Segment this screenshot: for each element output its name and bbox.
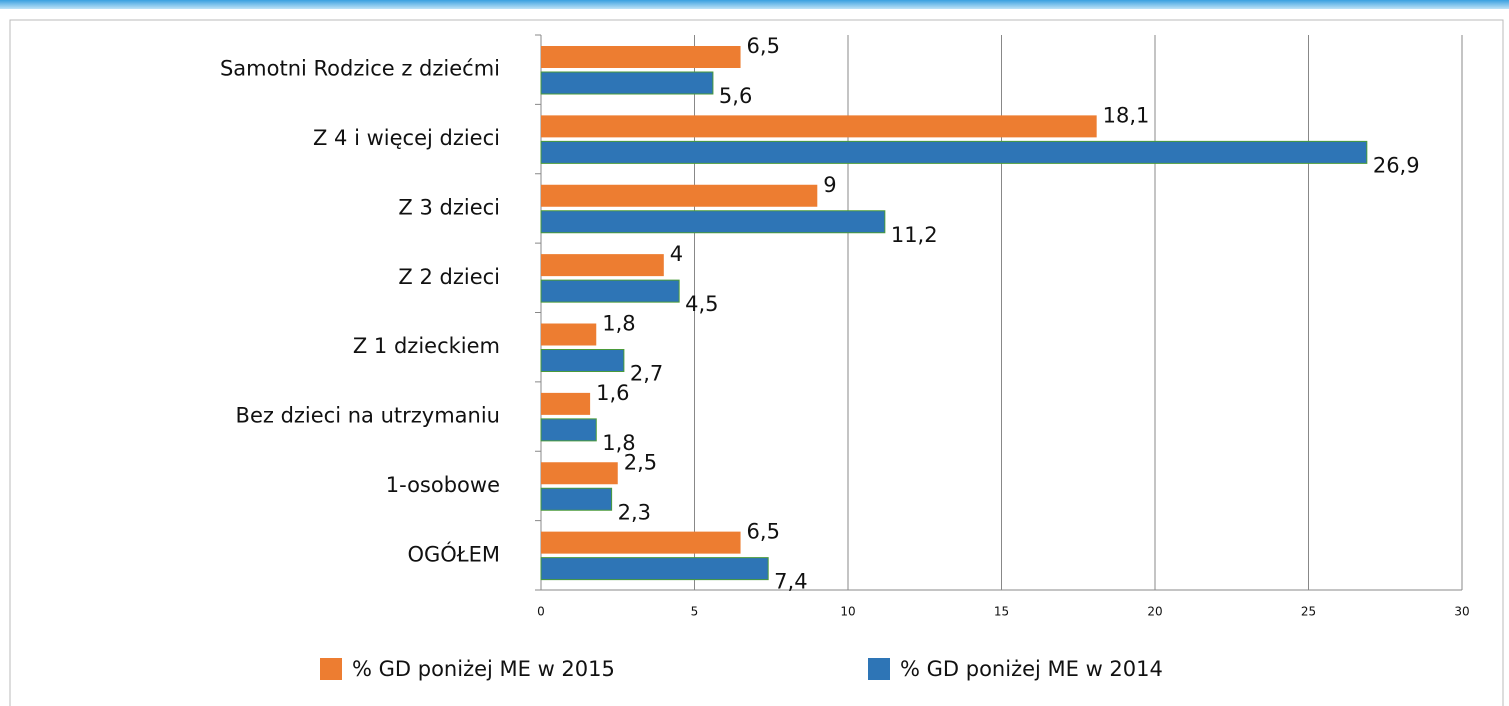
- top-band: [0, 0, 1509, 9]
- value-label: 2,5: [624, 450, 657, 474]
- bar: [540, 140, 1368, 164]
- value-label: 1,8: [602, 312, 635, 336]
- value-label: 6,5: [747, 34, 780, 58]
- legend-swatch: [868, 658, 890, 680]
- bar: [540, 418, 597, 442]
- x-tick-label: 0: [537, 605, 545, 619]
- bar: [541, 46, 741, 68]
- x-tick-label: 25: [1301, 605, 1316, 619]
- value-label: 7,4: [774, 570, 807, 594]
- value-label: 6,5: [747, 520, 780, 544]
- x-tick-label: 30: [1454, 605, 1469, 619]
- legend-swatch: [320, 658, 342, 680]
- category-label: Z 2 dzieci: [398, 265, 500, 289]
- bar: [540, 279, 680, 303]
- value-label: 11,2: [891, 223, 938, 247]
- value-label: 4,5: [685, 292, 718, 316]
- bar: [540, 210, 886, 234]
- category-label: 1-osobowe: [386, 473, 500, 497]
- bar: [541, 254, 664, 277]
- value-label: 9: [823, 173, 836, 197]
- bar: [541, 323, 597, 346]
- bar: [540, 71, 714, 95]
- bar: [541, 184, 818, 207]
- legend-label: % GD poniżej ME w 2015: [352, 657, 615, 681]
- chart-frame: [9, 19, 1504, 706]
- category-label: Bez dzieci na utrzymaniu: [236, 404, 500, 428]
- category-label: OGÓŁEM: [407, 541, 500, 566]
- value-label: 2,7: [630, 362, 663, 386]
- bar: [541, 392, 591, 415]
- x-tick-label: 10: [840, 605, 855, 619]
- value-label: 26,9: [1373, 153, 1420, 177]
- bar: [540, 487, 613, 511]
- legend-label: % GD poniżej ME w 2014: [900, 657, 1163, 681]
- x-tick-label: 20: [1147, 605, 1162, 619]
- value-label: 4: [670, 242, 683, 266]
- category-label: Z 1 dzieckiem: [353, 334, 500, 358]
- value-label: 2,3: [618, 500, 651, 524]
- x-tick-label: 5: [691, 605, 699, 619]
- bar: [541, 462, 618, 485]
- value-label: 5,6: [719, 84, 752, 108]
- category-label: Z 3 dzieci: [398, 195, 500, 219]
- value-label: 18,1: [1103, 103, 1150, 127]
- bar: [541, 531, 741, 554]
- bar: [540, 557, 769, 581]
- value-label: 1,8: [602, 431, 635, 455]
- x-tick-label: 15: [994, 605, 1009, 619]
- value-label: 1,6: [596, 381, 629, 405]
- bar: [541, 115, 1097, 138]
- category-label: Samotni Rodzice z dziećmi: [220, 57, 500, 81]
- bar: [540, 349, 625, 372]
- category-label: Z 4 i więcej dzieci: [313, 126, 500, 150]
